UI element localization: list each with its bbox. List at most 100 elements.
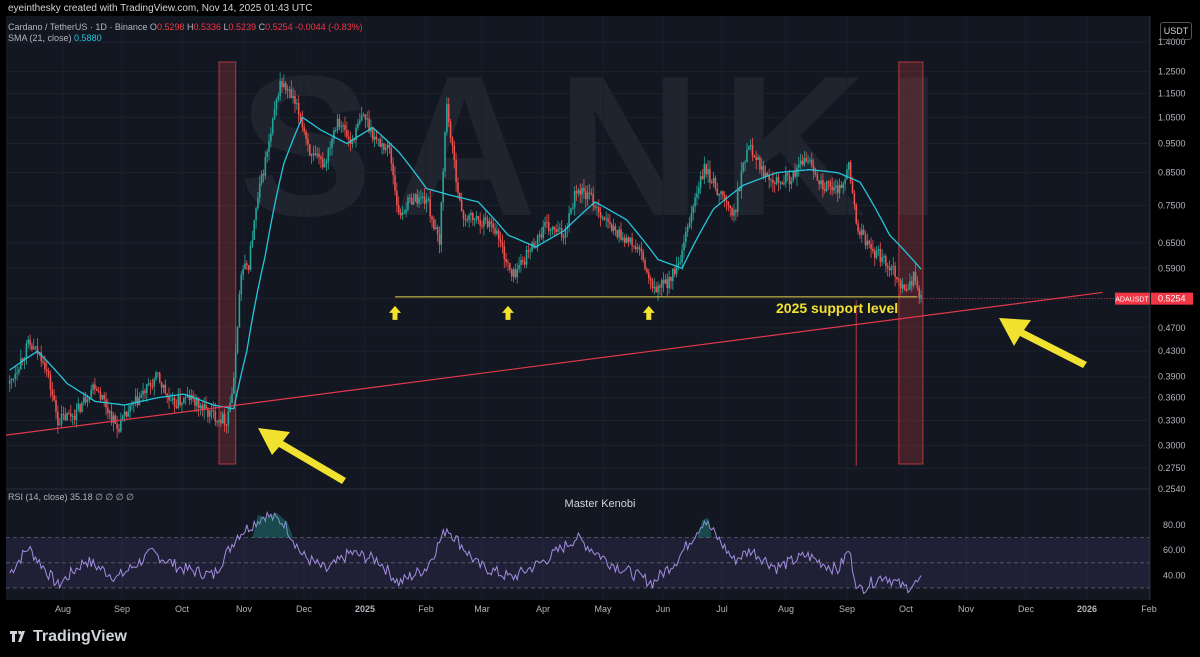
candle-body	[534, 247, 537, 249]
pointer-arrow-icon	[999, 318, 1087, 368]
candle-body	[284, 83, 287, 91]
candle-body	[42, 361, 44, 363]
candle-body	[151, 385, 154, 387]
candle-body	[885, 256, 887, 266]
candle-body	[216, 421, 218, 423]
candle-body	[686, 227, 689, 232]
candle-body	[836, 185, 839, 193]
x-tick-label: Dec	[296, 604, 313, 614]
candle-body	[157, 372, 159, 374]
candle-body	[492, 223, 494, 229]
candle-body	[307, 138, 309, 145]
candle-body	[725, 200, 728, 202]
candle-body	[812, 165, 815, 173]
candle-body	[512, 269, 515, 277]
pointer-arrow-icon	[258, 428, 346, 484]
candle-body	[409, 197, 411, 199]
x-tick-label: Apr	[536, 604, 550, 614]
candle-body	[538, 234, 541, 237]
candle-body	[120, 420, 122, 432]
candle-body	[421, 196, 424, 198]
candle-body	[25, 343, 28, 358]
candle-body	[655, 286, 657, 293]
candle-body	[288, 89, 291, 91]
candle-body	[572, 207, 574, 209]
candle-body	[720, 191, 722, 194]
symbol-name[interactable]: Cardano / TetherUS · 1D · Binance	[8, 22, 148, 32]
candle-body	[879, 248, 882, 262]
candle-body	[144, 390, 146, 394]
candle-body	[629, 237, 632, 242]
candle-body	[440, 202, 443, 245]
x-tick-label: Aug	[778, 604, 794, 614]
ohlc-high-label: H	[186, 22, 194, 32]
candle-body	[801, 160, 804, 165]
candle-body	[614, 226, 617, 231]
y-tick-label: 0.6500	[1158, 238, 1186, 248]
price-change: -0.0044 (-0.83%)	[295, 22, 363, 32]
candle-body	[886, 265, 889, 269]
candle-body	[540, 234, 543, 238]
candle-body	[722, 191, 724, 196]
candle-body	[266, 151, 268, 157]
candle-body	[88, 397, 91, 400]
candle-body	[647, 272, 650, 279]
candle-body	[792, 170, 795, 181]
candle-body	[401, 213, 404, 216]
rsi-legend[interactable]: RSI (14, close) 35.18 ∅ ∅ ∅ ∅	[8, 492, 134, 503]
candle-body	[690, 213, 693, 223]
candle-body	[905, 289, 908, 291]
candle-body	[160, 381, 163, 388]
candle-body	[244, 263, 246, 270]
y-tick-label: 0.9500	[1158, 139, 1186, 149]
ohlc-low: 0.5239	[228, 22, 257, 32]
candle-body	[64, 414, 67, 421]
sma-legend[interactable]: SMA (21, close) 0.5880	[8, 33, 102, 43]
candle-body	[290, 89, 293, 99]
candle-body	[446, 104, 448, 133]
candle-body	[510, 269, 513, 277]
candle-body	[577, 190, 580, 194]
currency-selector[interactable]: USDT	[1160, 22, 1192, 40]
candle-body	[862, 229, 865, 235]
candle-body	[166, 393, 168, 397]
candle-body	[342, 125, 344, 127]
candle-body	[20, 358, 22, 370]
candle-body	[840, 184, 843, 189]
candle-body	[27, 339, 30, 344]
candle-body	[71, 415, 74, 417]
candle-body	[755, 157, 758, 160]
candle-body	[420, 196, 422, 198]
candle-body	[642, 251, 645, 261]
candle-body	[94, 384, 96, 389]
candle-body	[155, 372, 157, 380]
x-tick-label: Oct	[175, 604, 190, 614]
up-arrow-icon	[642, 305, 655, 320]
candle-body	[883, 256, 885, 258]
watermark-text: SANKI	[239, 35, 961, 258]
candle-body	[753, 155, 756, 158]
candle-body	[212, 410, 215, 412]
candle-body	[810, 160, 813, 166]
candle-body	[631, 237, 633, 246]
candle-body	[201, 405, 204, 411]
candle-body	[672, 268, 674, 282]
ascending-trendline[interactable]	[5, 291, 1103, 436]
candle-body	[55, 400, 57, 412]
candle-body	[77, 403, 80, 410]
candle-body	[360, 115, 363, 121]
candle-body	[610, 223, 613, 232]
candle-body	[477, 216, 480, 221]
x-tick-label: 2025	[355, 604, 375, 614]
candle-body	[646, 268, 648, 273]
candle-body	[303, 127, 306, 132]
candle-body	[705, 164, 707, 175]
candle-body	[164, 384, 167, 394]
candle-body	[253, 220, 256, 240]
candle-body	[397, 204, 400, 213]
candle-body	[179, 396, 181, 406]
candle-body	[82, 397, 85, 403]
candle-body	[418, 197, 420, 204]
candle-body	[544, 222, 546, 227]
